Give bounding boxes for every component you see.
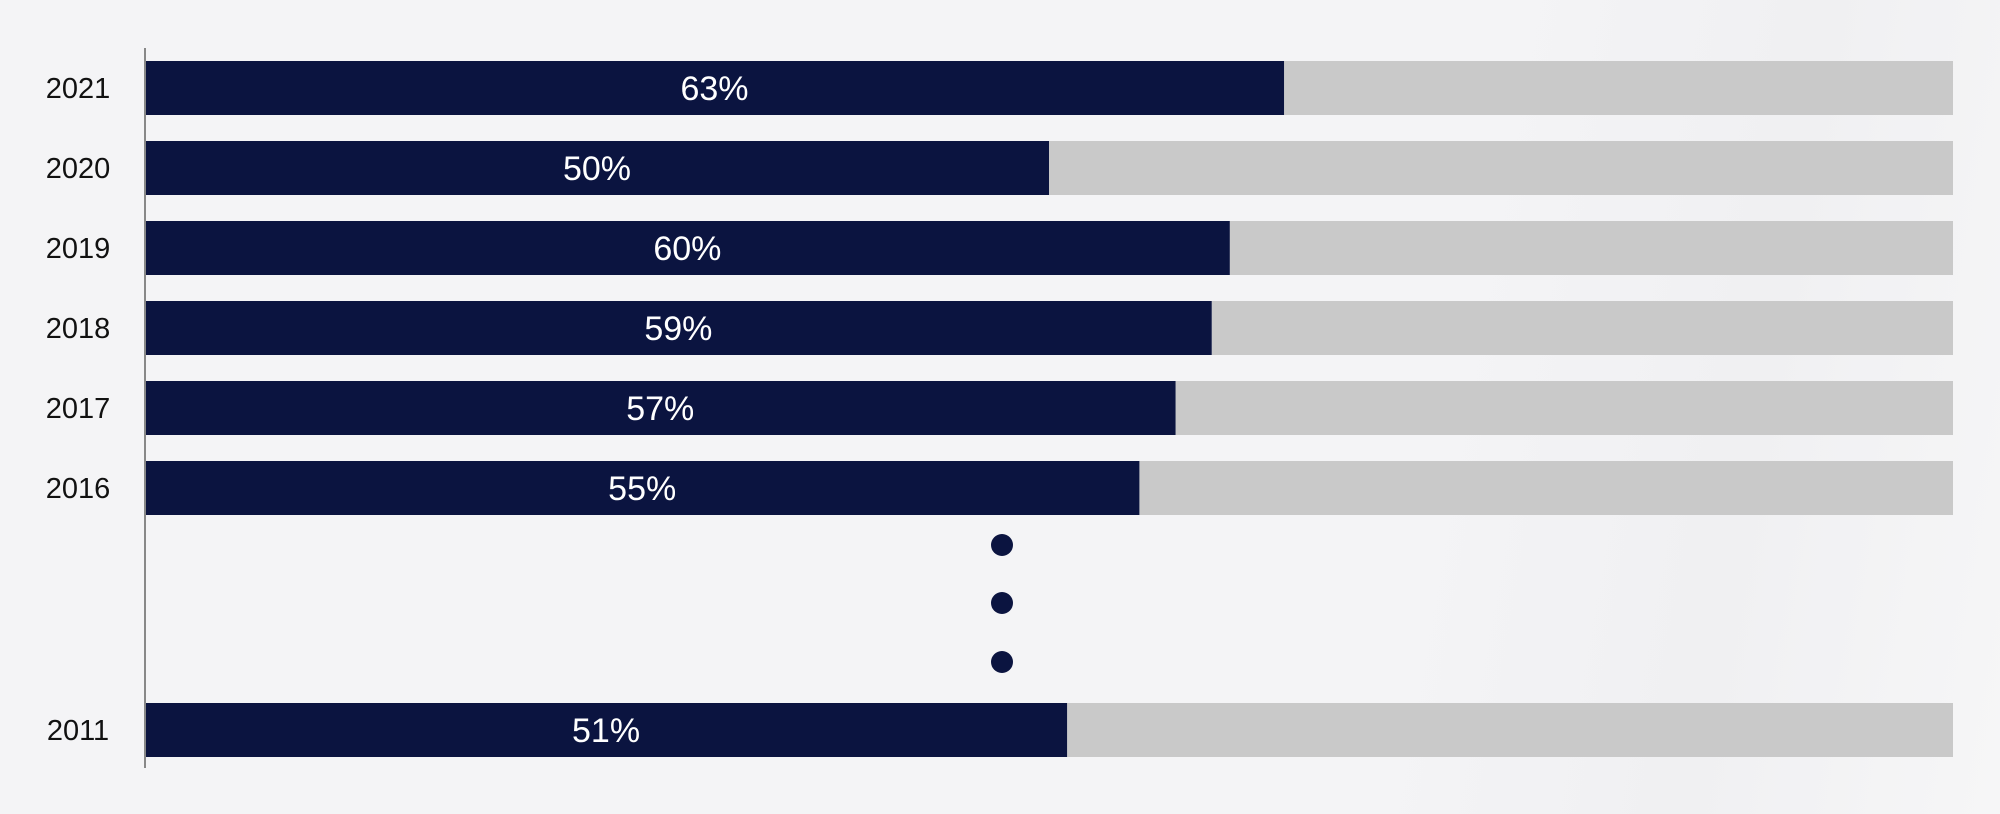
data-label-2021: 63% [680, 70, 748, 108]
bar-remainder-2019 [1229, 221, 1953, 275]
bar-2021 [145, 61, 1285, 115]
data-label-2017: 57% [626, 390, 694, 428]
data-label-2016: 55% [608, 470, 676, 508]
data-label-2019: 60% [653, 230, 721, 268]
data-label-2020: 50% [563, 150, 631, 188]
gap-dot-3 [991, 651, 1013, 673]
category-label-2011: 2011 [47, 715, 109, 747]
bar-remainder-2018 [1211, 301, 1953, 355]
category-label-2020: 2020 [46, 153, 111, 185]
bar-2018 [145, 301, 1212, 355]
category-label-2016: 2016 [46, 473, 111, 505]
category-label-2018: 2018 [46, 313, 111, 345]
bar-2020 [145, 141, 1049, 195]
bar-2011 [145, 703, 1068, 757]
bar-remainder-2021 [1284, 61, 1953, 115]
bar-2019 [145, 221, 1230, 275]
category-label-2017: 2017 [46, 393, 111, 425]
category-label-2019: 2019 [46, 233, 111, 265]
bar-2017 [145, 381, 1176, 435]
category-label-2021: 2021 [46, 73, 111, 105]
data-label-2018: 59% [644, 310, 712, 348]
gap-dot-2 [991, 592, 1013, 614]
bar-2016 [145, 461, 1140, 515]
bar-remainder-2017 [1175, 381, 1953, 435]
bar-remainder-2020 [1049, 141, 1953, 195]
bar-remainder-2016 [1139, 461, 1953, 515]
bar-remainder-2011 [1067, 703, 1953, 757]
data-label-2011: 51% [572, 712, 640, 750]
gap-dot-1 [991, 534, 1013, 556]
